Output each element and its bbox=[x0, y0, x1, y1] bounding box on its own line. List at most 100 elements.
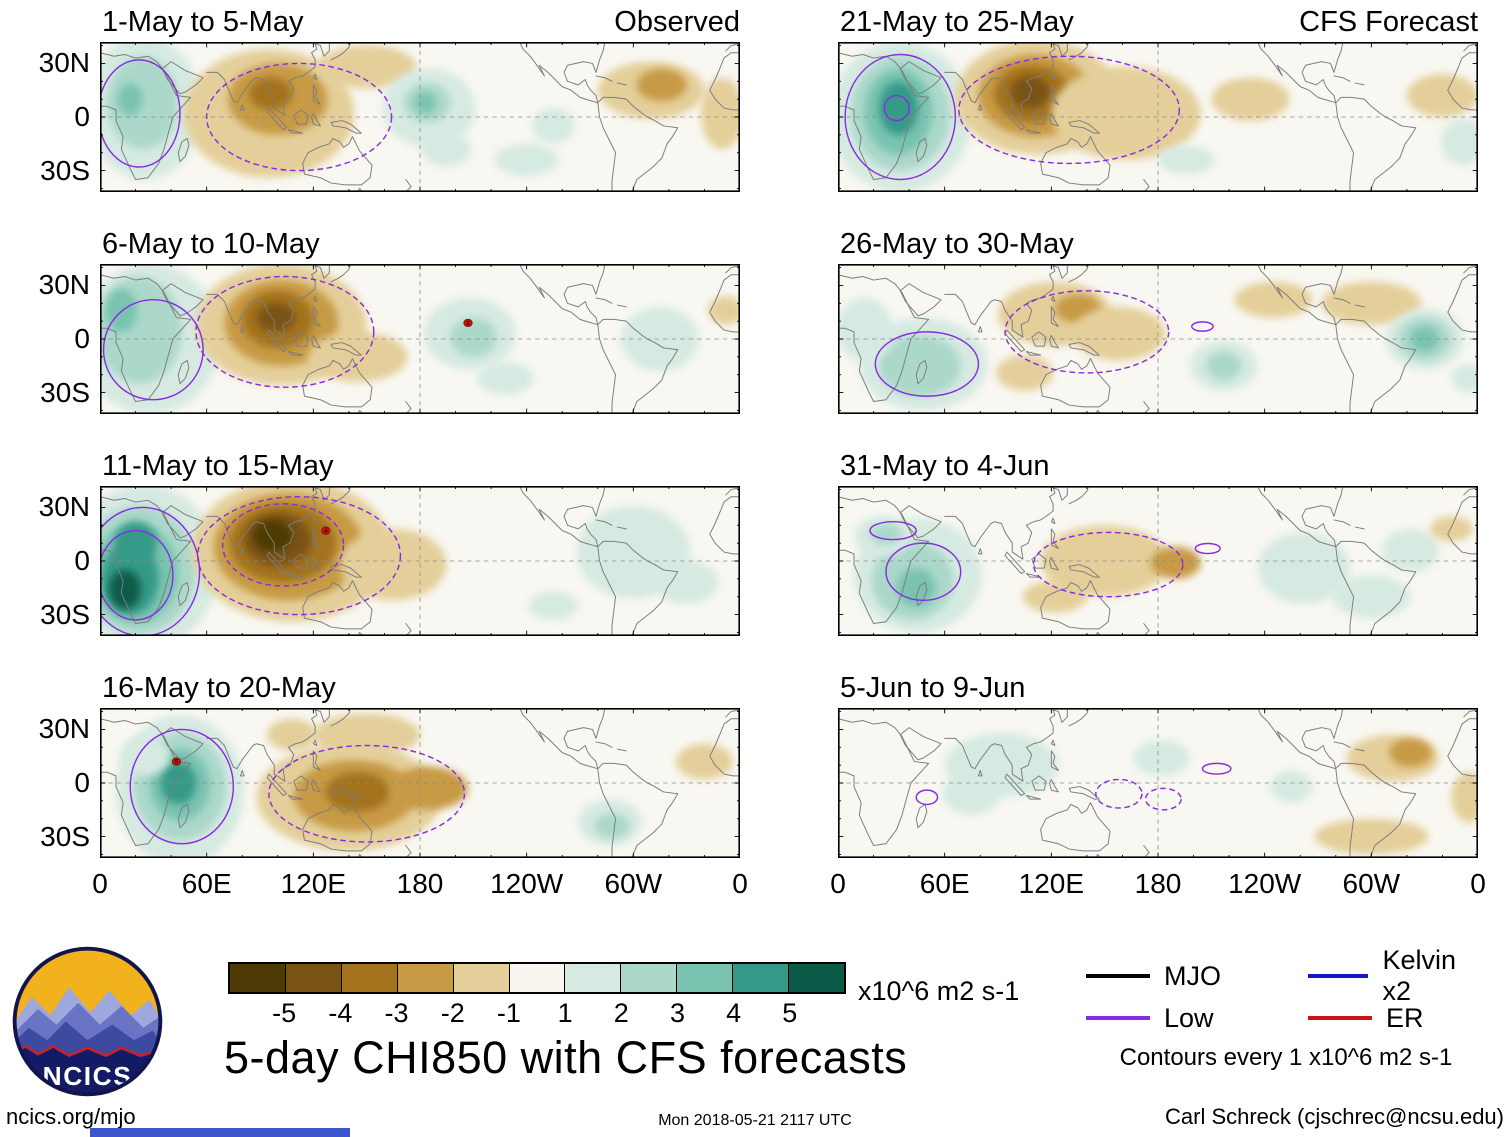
lon-axis-label: 60E bbox=[919, 868, 970, 899]
lon-axis-label: 60E bbox=[181, 868, 232, 899]
svg-text:1: 1 bbox=[466, 321, 470, 327]
colorbar-cell bbox=[789, 964, 844, 992]
legend-item-mjo: MJO bbox=[1086, 960, 1221, 992]
forecast-column: 21-May to 25-May CFS Forecast 26-May to 30… bbox=[830, 6, 1486, 911]
colorbar-cell bbox=[509, 964, 566, 992]
lat-axis-label: 30S bbox=[40, 154, 90, 186]
lon-axis-label: 120E bbox=[1018, 868, 1085, 899]
colorbar-tick-label: -5 bbox=[272, 998, 297, 1028]
map-panel: 1-May to 5-May Observed 30N 0 30S bbox=[39, 6, 740, 222]
anomaly-map bbox=[838, 708, 1478, 858]
anomaly-map: 4 bbox=[100, 486, 740, 636]
legend-note: Contours every 1 x10^6 m2 s-1 bbox=[1119, 1044, 1453, 1071]
logo-red-line bbox=[14, 1044, 161, 1057]
panel-date-range: 16-May to 20-May bbox=[102, 672, 336, 704]
anomaly-map bbox=[838, 42, 1478, 192]
anomaly-map bbox=[838, 486, 1478, 636]
panel-date-range: 5-Jun to 9-Jun bbox=[840, 672, 1026, 704]
lat-axis-label: 30N bbox=[38, 491, 90, 523]
lat-axis-label: 30N bbox=[38, 269, 90, 301]
colorbar-tick-label: 5 bbox=[782, 998, 798, 1028]
map-panel: 31-May to 4-Jun bbox=[838, 450, 1478, 666]
lat-axis-label: 30N bbox=[38, 47, 90, 79]
colorbar-tick-label: 2 bbox=[613, 998, 629, 1028]
panel-date-range: 11-May to 15-May bbox=[102, 450, 334, 482]
lon-axis-label: 60W bbox=[604, 868, 663, 899]
colorbar-tick-label: -1 bbox=[496, 998, 521, 1028]
ncics-logo: NCICS bbox=[10, 944, 165, 1099]
mjo-line-swatch bbox=[1086, 974, 1150, 978]
column-source-label: CFS Forecast bbox=[1299, 6, 1478, 38]
colorbar-cell bbox=[285, 964, 342, 992]
colorbar-tick-label: 3 bbox=[669, 998, 685, 1028]
colorbar-cell bbox=[341, 964, 398, 992]
colorbar-tick-label: 1 bbox=[557, 998, 573, 1028]
panel-date-range: 6-May to 10-May bbox=[102, 228, 320, 260]
footer-url: ncics.org/mjo bbox=[6, 1104, 136, 1129]
map-panel: 21-May to 25-May CFS Forecast bbox=[838, 6, 1478, 222]
low-line-swatch bbox=[1086, 1016, 1150, 1020]
colorbar-tick-label: 4 bbox=[726, 998, 742, 1028]
legend-item-er: ER bbox=[1308, 1002, 1424, 1034]
panel-title-row: 11-May to 15-May bbox=[100, 450, 740, 482]
legend-item-low: Low bbox=[1086, 1002, 1214, 1034]
panel-date-range: 26-May to 30-May bbox=[840, 228, 1074, 260]
map-panel: 26-May to 30-May bbox=[838, 228, 1478, 444]
footer-timestamp: Mon 2018-05-21 2117 UTC bbox=[658, 1112, 852, 1129]
lon-axis-label: 60W bbox=[1342, 868, 1401, 899]
svg-text:S: S bbox=[174, 760, 178, 766]
lon-axis-label: 0 bbox=[1470, 868, 1486, 899]
map-panel: 5-Jun to 9-Jun bbox=[838, 672, 1478, 888]
column-source-label: Observed bbox=[614, 6, 740, 38]
colorbar-cell bbox=[733, 964, 790, 992]
lon-axis-label: 180 bbox=[396, 868, 444, 899]
colorbar-cell bbox=[453, 964, 510, 992]
lat-axis-label: 0 bbox=[74, 545, 90, 576]
bottom-blue-bar bbox=[90, 1128, 350, 1137]
colorbar-units: x10^6 m2 s-1 bbox=[858, 976, 1020, 1006]
panel-title-row: 26-May to 30-May bbox=[838, 228, 1478, 260]
colorbar-ticks: -5 -4 -3 -2 -1 1 2 3 4 5 bbox=[228, 998, 846, 1028]
colorbar-cell bbox=[677, 964, 734, 992]
colorbar-cell bbox=[621, 964, 678, 992]
anomaly-map bbox=[838, 264, 1478, 414]
panel-title-row: 1-May to 5-May Observed bbox=[100, 6, 740, 38]
colorbar-cell bbox=[565, 964, 622, 992]
lat-axis-label: 0 bbox=[74, 101, 90, 132]
lon-axis-label: 0 bbox=[732, 868, 748, 899]
ncics-logo-image: NCICS bbox=[12, 946, 163, 1097]
anomaly-map bbox=[100, 42, 740, 192]
lon-axis-label: 180 bbox=[1134, 868, 1182, 899]
lat-axis-label: 30N bbox=[38, 713, 90, 745]
anomaly-map: 1 bbox=[100, 264, 740, 414]
lon-axis: 0 60E 120E 180 120W 60W 0 bbox=[830, 868, 1486, 902]
lat-axis-label: 30S bbox=[40, 820, 90, 852]
kelvin-line-swatch bbox=[1308, 974, 1369, 978]
lon-axis-label: 120W bbox=[1228, 868, 1302, 899]
lon-axis-label: 0 bbox=[830, 868, 846, 899]
panel-date-range: 31-May to 4-Jun bbox=[840, 450, 1050, 482]
legend-label-kelvin: Kelvin x2 bbox=[1382, 945, 1457, 1006]
panel-title-row: 6-May to 10-May bbox=[100, 228, 740, 260]
logo-ring bbox=[12, 946, 163, 1097]
colorbar-tick-label: -2 bbox=[440, 998, 465, 1028]
figure-title: 5-day CHI850 with CFS forecasts bbox=[224, 1032, 908, 1083]
legend-label-mjo: MJO bbox=[1164, 960, 1221, 991]
lat-axis-label: 0 bbox=[74, 323, 90, 354]
lat-axis-label: 30S bbox=[40, 376, 90, 408]
lon-axis-label: 0 bbox=[92, 868, 108, 899]
lat-axis-label: 0 bbox=[74, 767, 90, 798]
colorbar-tick-label: -3 bbox=[384, 998, 409, 1028]
panel-date-range: 1-May to 5-May bbox=[102, 6, 304, 38]
lon-axis: 0 60E 120E 180 120W 60W 0 bbox=[92, 868, 748, 902]
lat-axis-label: 30S bbox=[40, 598, 90, 630]
lon-axis-label: 120E bbox=[280, 868, 347, 899]
legend-label-low: Low bbox=[1164, 1002, 1214, 1033]
panel-date-range: 21-May to 25-May bbox=[840, 6, 1074, 38]
colorbar-cell bbox=[397, 964, 454, 992]
panel-title-row: 21-May to 25-May CFS Forecast bbox=[838, 6, 1478, 38]
panel-title-row: 5-Jun to 9-Jun bbox=[838, 672, 1478, 704]
contour-legend: MJO Low Kelvin x2 ER Contours every 1 x1… bbox=[1086, 945, 1486, 1088]
er-line-swatch bbox=[1308, 1016, 1372, 1020]
